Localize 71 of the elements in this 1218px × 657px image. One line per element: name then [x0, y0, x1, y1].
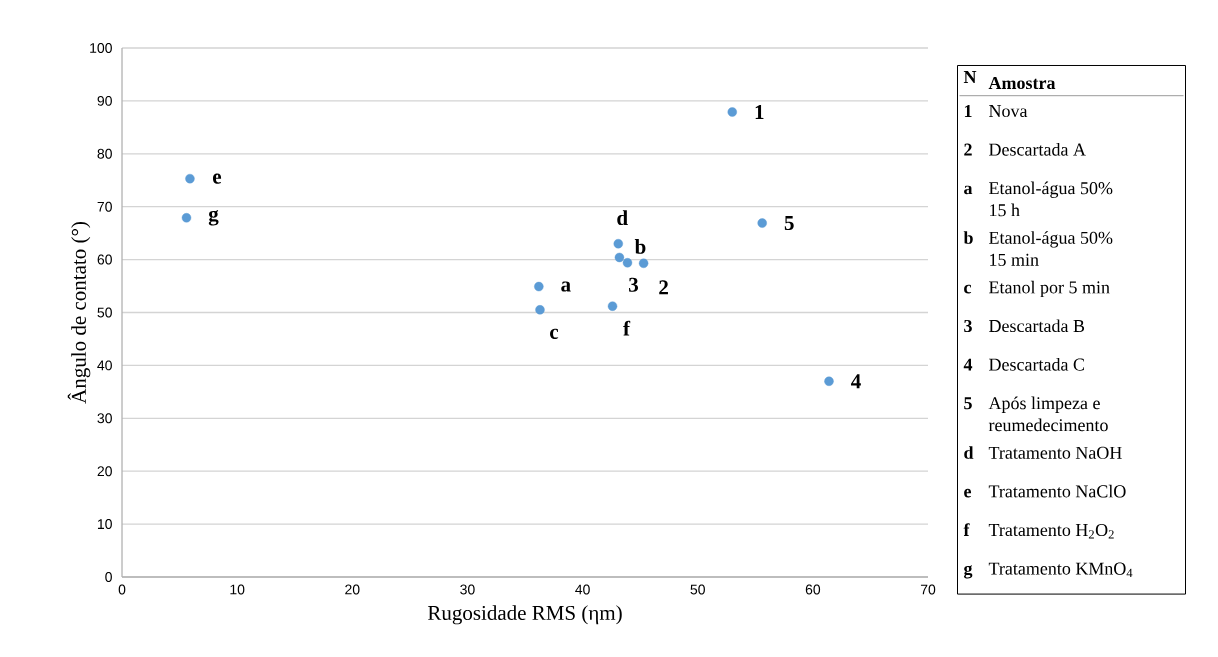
text: a	[964, 185, 973, 195]
text: Etanol por 5 min	[989, 280, 1110, 298]
y-tick-label: 10	[97, 519, 112, 530]
x-tick-label: 10	[230, 584, 245, 595]
point	[727, 107, 737, 117]
annotation: 1	[755, 105, 764, 119]
text: 1	[964, 105, 972, 117]
y-axis-title: Ângulo de contato (°)	[67, 222, 91, 404]
annotation: a	[561, 281, 571, 292]
y-tick-label: 40	[97, 360, 112, 371]
x-axis-title: Rugosidade RMS (ηm)	[427, 605, 622, 625]
text: Tratamento NaClO	[988, 484, 1126, 498]
annotation: 4	[851, 374, 861, 389]
annotation: 5	[784, 216, 794, 231]
x-tick-label: 60	[805, 584, 821, 595]
y-tick-label: 0	[105, 572, 112, 582]
text: Tratamento H$_{2}$O$_{2}$	[988, 523, 1114, 539]
point	[622, 258, 633, 268]
annotation: 3	[629, 277, 639, 292]
text: Etanol-água 50% 15 min	[989, 231, 1113, 266]
point	[181, 213, 192, 223]
text: d	[964, 446, 974, 459]
point	[613, 239, 623, 249]
y-tick-label: 80	[97, 148, 112, 159]
text: Após limpeza e reumedecimento	[988, 396, 1108, 432]
x-tick-label: 70	[920, 584, 936, 595]
point	[185, 173, 195, 184]
text: Nova	[989, 105, 1028, 118]
y-tick-label: 70	[97, 201, 112, 212]
text: N	[963, 71, 977, 83]
text: b	[963, 231, 973, 244]
point	[607, 301, 618, 311]
x-tick-label: 50	[690, 584, 705, 595]
text: g	[963, 565, 973, 579]
annotation: g	[208, 210, 219, 226]
y-tick-label: 100	[90, 43, 112, 53]
point	[535, 305, 545, 315]
point	[638, 258, 649, 268]
annotation: c	[550, 328, 559, 339]
text: Descartada A	[989, 143, 1086, 156]
y-tick-label: 20	[97, 466, 112, 477]
annotation: e	[213, 173, 222, 184]
text: Etanol-água 50% 15 h	[989, 181, 1113, 217]
y-tick-label: 50	[97, 307, 112, 318]
text: Tratamento NaOH	[988, 446, 1122, 459]
text: f	[963, 523, 970, 536]
text: 2	[964, 143, 972, 156]
text: 4	[963, 358, 973, 371]
point	[614, 252, 625, 263]
x-tick-label: 30	[460, 584, 475, 595]
text: Descartada B	[989, 319, 1085, 333]
text: e	[964, 488, 972, 498]
point	[534, 281, 544, 292]
y-tick-label: 30	[97, 413, 112, 424]
point	[757, 218, 767, 228]
text: 3	[964, 319, 972, 333]
annotation: b	[634, 239, 646, 254]
annotation: 2	[659, 280, 668, 295]
x-tick-label: 40	[575, 584, 590, 595]
y-tick-label: 60	[97, 254, 112, 265]
y-tick-label: 90	[97, 95, 112, 106]
x-tick-label: 20	[345, 584, 360, 595]
text: Tratamento KMnO$_{4}$	[988, 562, 1133, 578]
text: Amostra	[988, 77, 1056, 90]
x-tick-label: 0	[118, 584, 126, 595]
point	[824, 376, 834, 386]
annotation: d	[617, 210, 628, 226]
text: Descartada C	[989, 358, 1084, 371]
text: 5	[964, 397, 972, 410]
text: c	[964, 284, 972, 294]
annotation: f	[623, 320, 631, 336]
